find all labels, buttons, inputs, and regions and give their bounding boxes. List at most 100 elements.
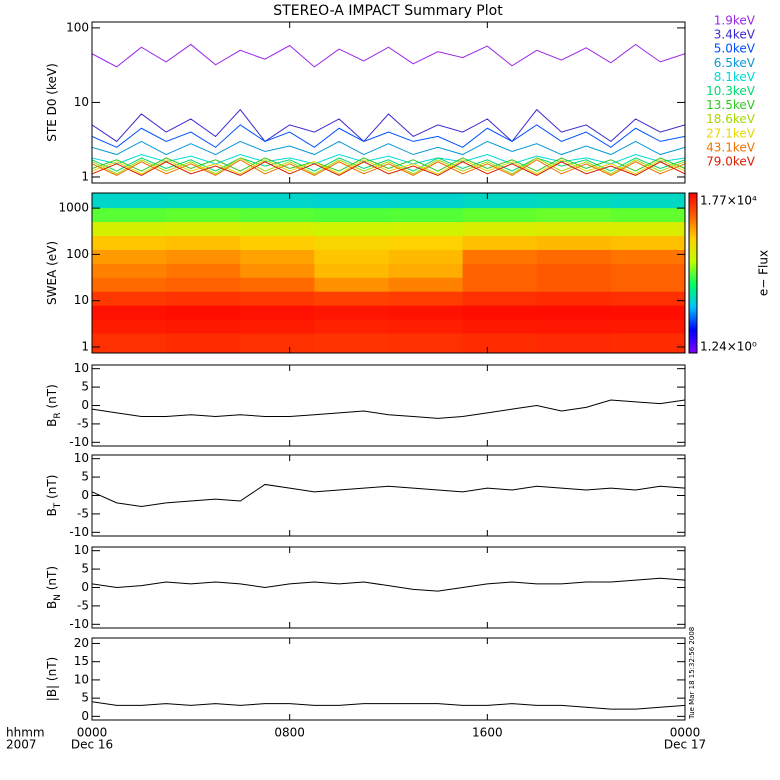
heatmap-cell: [610, 193, 685, 209]
heatmap-cell: [610, 249, 685, 264]
y-axis-label-text: (nT): [45, 566, 59, 594]
y-tick-label: 10: [74, 543, 89, 557]
heatmap-cell: [610, 305, 685, 320]
panel: -10 -5 0 5 10 BN (nT): [45, 543, 686, 631]
heatmap-cell: [388, 221, 464, 236]
data-line: [92, 701, 685, 710]
heatmap-cell: [240, 221, 315, 236]
heatmap-cell: [610, 207, 685, 223]
y-tick-label: 10: [74, 672, 89, 686]
heatmap-cell: [462, 319, 538, 334]
data-line: [92, 124, 685, 148]
heatmap-cell: [388, 193, 464, 209]
heatmap-cell: [166, 305, 241, 320]
y-axis-label: BT (nT): [45, 475, 63, 517]
heatmap-cell: [240, 305, 315, 320]
colorbar-label: e− Flux: [757, 250, 771, 296]
heatmap-cell: [314, 207, 389, 223]
y-axis-label: BR (nT): [45, 384, 63, 427]
heatmap-cell: [92, 319, 167, 334]
y-tick-label: 100: [66, 20, 89, 34]
y-axis-label: |B| (nT): [45, 657, 59, 701]
heatmap-cell: [536, 263, 612, 278]
y-tick-label: 5: [81, 470, 89, 484]
heatmap-cell: [610, 277, 685, 292]
heatmap-cell: [166, 193, 241, 209]
heatmap-cell: [240, 193, 315, 209]
y-axis-label-sub: T: [53, 502, 63, 509]
timestamp: Tue Mar 18 15:32:56 2008: [688, 627, 696, 720]
heatmap-cell: [462, 221, 538, 236]
y-axis-label-text: (nT): [45, 475, 59, 503]
panel: 0 5 10 15 20 0000 0800 1600 0000 |B| (nT): [45, 636, 701, 740]
data-line: [92, 154, 685, 165]
panel: 1 10 100 STE D0 (keV): [45, 20, 686, 184]
heatmap-cell: [240, 235, 315, 250]
data-line: [92, 140, 685, 156]
heatmap-cell: [166, 235, 241, 250]
x-axis-label: hhmm: [6, 726, 45, 740]
y-tick-label: 5: [81, 562, 89, 576]
legend-entry: 27.1keV: [706, 126, 756, 140]
x-tick-label: 0000: [77, 726, 108, 740]
heatmap-cell: [536, 193, 612, 209]
y-axis-label-text: B: [45, 419, 59, 427]
y-tick-label: -5: [77, 598, 89, 612]
y-axis-label-text: SWEA (eV): [45, 241, 59, 305]
heatmap-cell: [388, 319, 464, 334]
heatmap-cell: [462, 263, 538, 278]
heatmap-cell: [610, 235, 685, 250]
legend-entry: 79.0keV: [706, 155, 756, 169]
colorbar: [688, 192, 698, 354]
x-tick-label: 0800: [274, 726, 305, 740]
plot-area: [92, 483, 685, 508]
heatmap-cell: [92, 235, 167, 250]
heatmap-cell: [610, 291, 685, 306]
heatmap-cell: [314, 221, 389, 236]
legend-entry: 18.6keV: [706, 112, 756, 126]
plot-area: [92, 43, 685, 176]
heatmap-cell: [536, 221, 612, 236]
legend-entry: 43.1keV: [706, 140, 756, 154]
heatmap-cell: [240, 291, 315, 306]
y-tick-label: 100: [66, 247, 89, 261]
heatmap-cell: [166, 277, 241, 292]
heatmap-cell: [610, 333, 685, 353]
x-tick-label: 0000: [670, 726, 701, 740]
heatmap-cell: [314, 333, 389, 353]
plot-title: STEREO-A IMPACT Summary Plot: [273, 3, 503, 19]
heatmap-cell: [388, 305, 464, 320]
heatmap-cell: [92, 305, 167, 320]
heatmap-cell: [92, 291, 167, 306]
y-axis-label-text: |B| (nT): [45, 657, 59, 701]
y-tick-label: 0: [81, 488, 89, 502]
heatmap-cell: [92, 193, 167, 209]
heatmap-cell: [240, 249, 315, 264]
y-axis-label: SWEA (eV): [45, 241, 59, 305]
date-label: Dec 16: [71, 738, 113, 752]
heatmap-cell: [92, 277, 167, 292]
heatmap-cell: [462, 249, 538, 264]
heatmap-cell: [536, 333, 612, 353]
heatmap-cell: [388, 249, 464, 264]
heatmap-cell: [92, 263, 167, 278]
heatmap-cell: [536, 319, 612, 334]
heatmap-cell: [314, 319, 389, 334]
panel: -10 -5 0 5 10 BR (nT): [45, 361, 686, 449]
heatmap-cell: [314, 277, 389, 292]
y-axis-label: STE D0 (keV): [45, 63, 59, 142]
plot-area: [92, 399, 685, 419]
y-tick-label: -10: [69, 525, 89, 539]
heatmap-cell: [388, 277, 464, 292]
y-tick-label: 1000: [58, 201, 89, 215]
heatmap-cell: [166, 221, 241, 236]
heatmap-cell: [240, 263, 315, 278]
heatmap-cell: [166, 207, 241, 223]
heatmap-cell: [314, 305, 389, 320]
heatmap-cell: [92, 207, 167, 223]
heatmap-cell: [462, 305, 538, 320]
colorbar-tick-label: 1.24×10⁰: [700, 340, 757, 354]
heatmap-cell: [92, 249, 167, 264]
